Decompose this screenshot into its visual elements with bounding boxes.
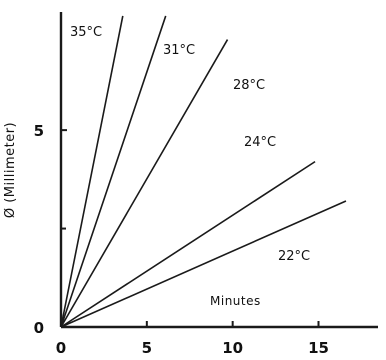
series-line bbox=[60, 15, 124, 328]
x-axis-title: Minutes bbox=[210, 294, 261, 308]
x-tick-label: 5 bbox=[142, 339, 152, 357]
series-label: 22°C bbox=[278, 249, 310, 264]
x-tick-label: 10 bbox=[222, 339, 243, 357]
series-label: 31°C bbox=[163, 43, 195, 58]
series-line bbox=[60, 39, 229, 328]
series-line bbox=[60, 160, 316, 328]
series-label: 35°C bbox=[70, 25, 102, 40]
y-tick-label: 5 bbox=[34, 122, 44, 140]
chart-marks: 0 5 10 15 0 5 35°C 31°C 28°C 24°C 22°C Minutes Ø (Mi… bbox=[3, 12, 378, 357]
y-axis-title: Ø (Millimeter) bbox=[3, 122, 18, 218]
series-line bbox=[60, 200, 347, 328]
series-label: 28°C bbox=[233, 78, 265, 93]
x-tick-label: 0 bbox=[56, 339, 66, 357]
x-tick-label: 15 bbox=[308, 339, 329, 357]
y-tick-label: 0 bbox=[34, 319, 44, 337]
series-label: 24°C bbox=[244, 135, 276, 150]
series-line bbox=[60, 15, 167, 328]
